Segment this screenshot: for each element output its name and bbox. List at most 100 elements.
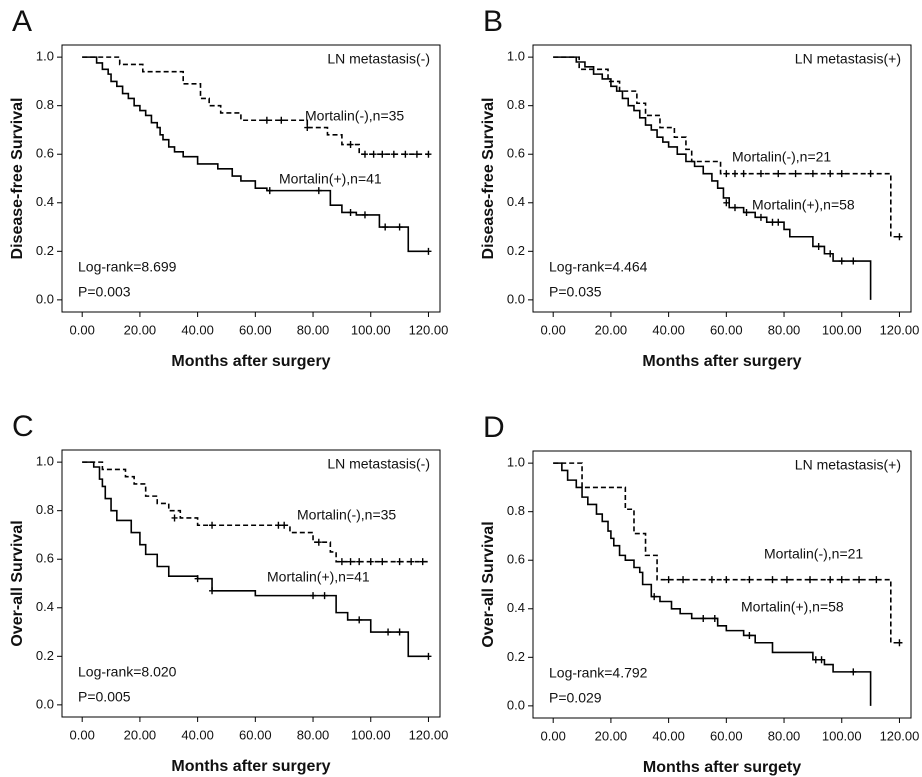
x-tick-label: 120.00: [880, 322, 920, 337]
censor-mark: [171, 514, 178, 522]
y-tick-label: 0.4: [507, 194, 525, 209]
x-tick-label: 100.00: [822, 322, 862, 337]
series-label: Mortalin(-),n=21: [764, 546, 863, 562]
y-tick-label: 0.6: [507, 552, 525, 567]
x-tick-label: 80.00: [768, 322, 801, 337]
annotation: LN metastasis(+): [795, 51, 901, 67]
censor-mark: [775, 170, 782, 178]
series-label: Mortalin(-),n=35: [297, 507, 396, 523]
censor-mark: [281, 521, 288, 529]
censor-mark: [896, 233, 903, 241]
x-tick-label: 40.00: [181, 727, 214, 742]
censor-mark: [769, 218, 776, 226]
x-tick-label: 40.00: [652, 728, 685, 743]
censor-mark: [356, 616, 363, 624]
x-tick-label: 100.00: [351, 322, 391, 337]
censor-mark: [746, 576, 753, 584]
y-tick-label: 0.8: [36, 502, 54, 517]
censor-mark: [700, 614, 707, 622]
censor-mark: [827, 170, 834, 178]
p-value: P=0.003: [78, 284, 131, 300]
y-axis-label: Disease-free Survival: [9, 98, 26, 260]
p-value: P=0.029: [549, 690, 602, 706]
y-tick-label: 1.0: [507, 455, 525, 470]
x-axis-label: Months after surgery: [171, 353, 330, 370]
censor-mark: [783, 576, 790, 584]
survival-curve: [82, 461, 429, 658]
y-tick-label: 0.2: [36, 243, 54, 258]
x-tick-label: 40.00: [181, 322, 214, 337]
y-tick-label: 0.2: [507, 243, 525, 258]
series-label: Mortalin(+),n=58: [741, 599, 844, 615]
censor-mark: [743, 208, 750, 216]
y-tick-label: 1.0: [36, 49, 54, 64]
x-axis-label: Months after surgery: [171, 758, 330, 775]
series-label: Mortalin(+),n=58: [752, 197, 855, 213]
y-tick-label: 0.4: [36, 194, 54, 209]
censor-mark: [425, 150, 432, 158]
x-tick-label: 60.00: [710, 322, 743, 337]
series-label: Mortalin(+),n=41: [267, 569, 370, 585]
censor-mark: [209, 521, 216, 529]
panel-letter: C: [12, 410, 34, 443]
survival-curve: [553, 462, 872, 706]
censor-mark: [425, 247, 432, 255]
log-rank: Log-rank=4.464: [549, 259, 648, 275]
y-tick-label: 0.6: [36, 146, 54, 161]
log-rank: Log-rank=8.020: [78, 664, 177, 680]
censor-mark: [347, 141, 354, 149]
censor-mark: [827, 576, 834, 584]
y-tick-label: 0.0: [36, 291, 54, 306]
censor-mark: [266, 187, 273, 195]
x-tick-label: 120.00: [880, 728, 920, 743]
series-label: Mortalin(-),n=21: [732, 149, 831, 165]
censor-mark: [896, 639, 903, 647]
y-tick-label: 0.6: [36, 551, 54, 566]
censor-mark: [711, 614, 718, 622]
censor-mark: [361, 211, 368, 219]
censor-mark: [850, 668, 857, 676]
survival-curve: [82, 56, 429, 253]
censor-mark: [867, 170, 874, 178]
y-tick-label: 1.0: [36, 454, 54, 469]
survival-curve: [553, 56, 900, 238]
survival-curve: [553, 462, 900, 644]
log-rank: Log-rank=4.792: [549, 665, 648, 681]
censor-mark: [792, 170, 799, 178]
censor-mark: [740, 170, 747, 178]
x-tick-label: 40.00: [652, 322, 685, 337]
y-axis-label: Over-all Survival: [480, 521, 497, 647]
censor-mark: [746, 631, 753, 639]
censor-mark: [723, 170, 730, 178]
x-tick-label: 0.00: [541, 728, 566, 743]
y-tick-label: 1.0: [507, 49, 525, 64]
x-tick-label: 20.00: [595, 728, 628, 743]
censor-mark: [651, 593, 658, 601]
censor-mark: [379, 150, 386, 158]
y-axis-label: Over-all Survival: [9, 520, 26, 646]
x-tick-label: 60.00: [239, 322, 272, 337]
x-tick-label: 20.00: [124, 322, 157, 337]
censor-mark: [347, 208, 354, 216]
censor-mark: [382, 223, 389, 231]
censor-mark: [757, 170, 764, 178]
censor-mark: [815, 242, 822, 250]
survival-curve: [553, 56, 872, 300]
censor-mark: [856, 576, 863, 584]
censor-mark: [402, 150, 409, 158]
survival-curve: [82, 56, 429, 156]
censor-mark: [367, 558, 374, 566]
annotation: LN metastasis(-): [327, 51, 430, 67]
censor-mark: [194, 575, 201, 583]
censor-mark: [315, 538, 322, 546]
panel-letter: A: [12, 5, 32, 38]
censor-mark: [356, 558, 363, 566]
y-tick-label: 0.0: [507, 697, 525, 712]
y-tick-label: 0.4: [507, 600, 525, 615]
y-tick-label: 0.8: [507, 503, 525, 518]
censor-mark: [209, 587, 216, 595]
censor-mark: [361, 150, 368, 158]
y-tick-label: 0.4: [36, 599, 54, 614]
plot-frame: [61, 449, 441, 718]
